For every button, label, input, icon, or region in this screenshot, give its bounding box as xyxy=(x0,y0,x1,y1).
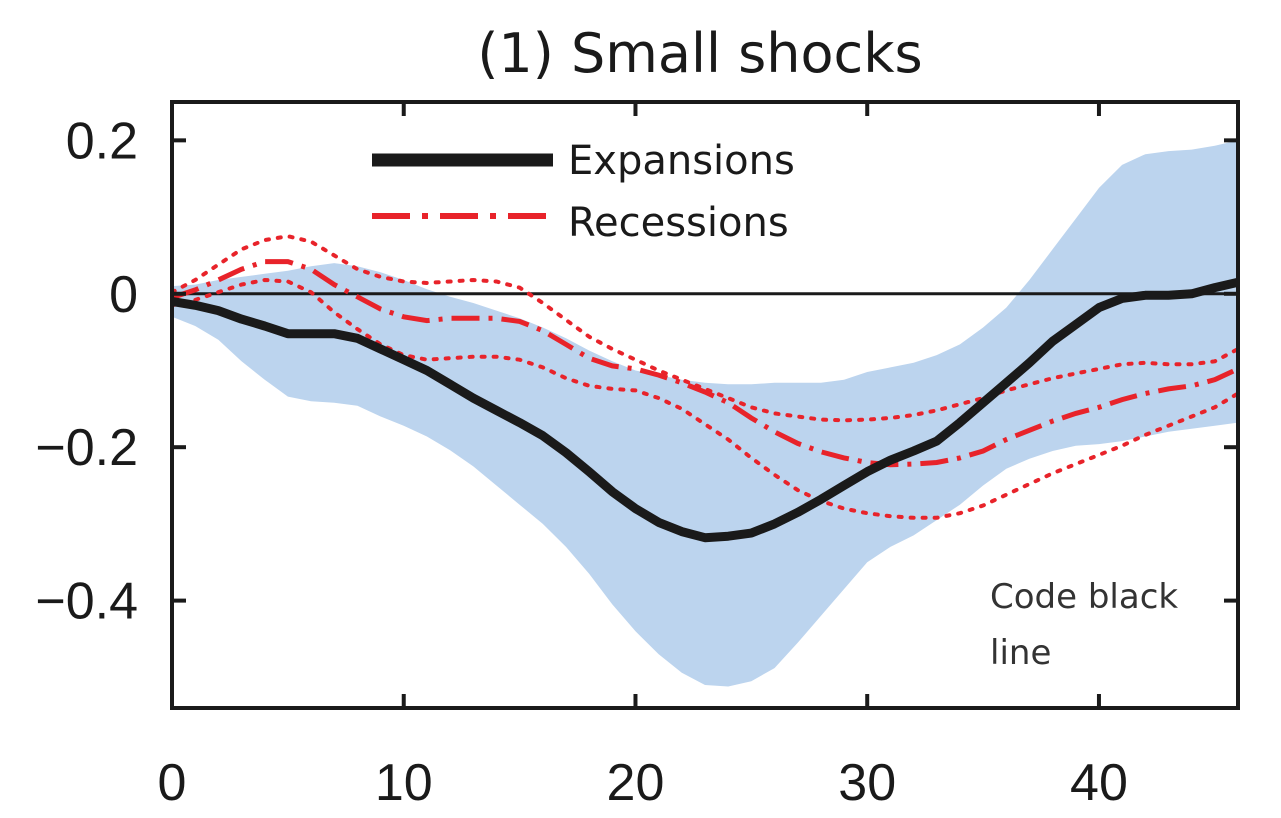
recessions-lower-bound-line xyxy=(172,277,1238,520)
x-tick-label: 20 xyxy=(607,754,665,812)
expansions-confidence-band xyxy=(172,140,1238,687)
x-tick-label: 10 xyxy=(375,754,433,812)
recessions-series-line xyxy=(172,259,1238,468)
x-tick-label: 30 xyxy=(838,754,896,812)
plot-area xyxy=(172,140,1238,687)
y-tick-label: 0.2 xyxy=(66,112,138,170)
plot-frame xyxy=(170,100,1240,710)
recessions-upper-bound-line xyxy=(172,234,1238,423)
x-tick-label: 0 xyxy=(158,754,187,812)
legend: Expansions Recessions xyxy=(372,138,795,246)
y-tick-label: −0.2 xyxy=(35,419,138,477)
y-axis: 0.2 0 −0.2 −0.4 xyxy=(35,112,1238,631)
annotation-line-2: line xyxy=(990,633,1051,673)
chart-title: (1) Small shocks xyxy=(477,22,922,85)
y-tick-label: −0.4 xyxy=(35,573,138,631)
expansions-series-line xyxy=(172,277,1238,543)
legend-label-expansions: Expansions xyxy=(568,138,795,184)
annotation-line-1: Code black xyxy=(990,577,1178,617)
x-axis: 0 10 20 30 40 xyxy=(158,102,1128,812)
y-tick-label: 0 xyxy=(109,266,138,324)
x-tick-label: 40 xyxy=(1070,754,1128,812)
legend-label-recessions: Recessions xyxy=(568,200,789,246)
